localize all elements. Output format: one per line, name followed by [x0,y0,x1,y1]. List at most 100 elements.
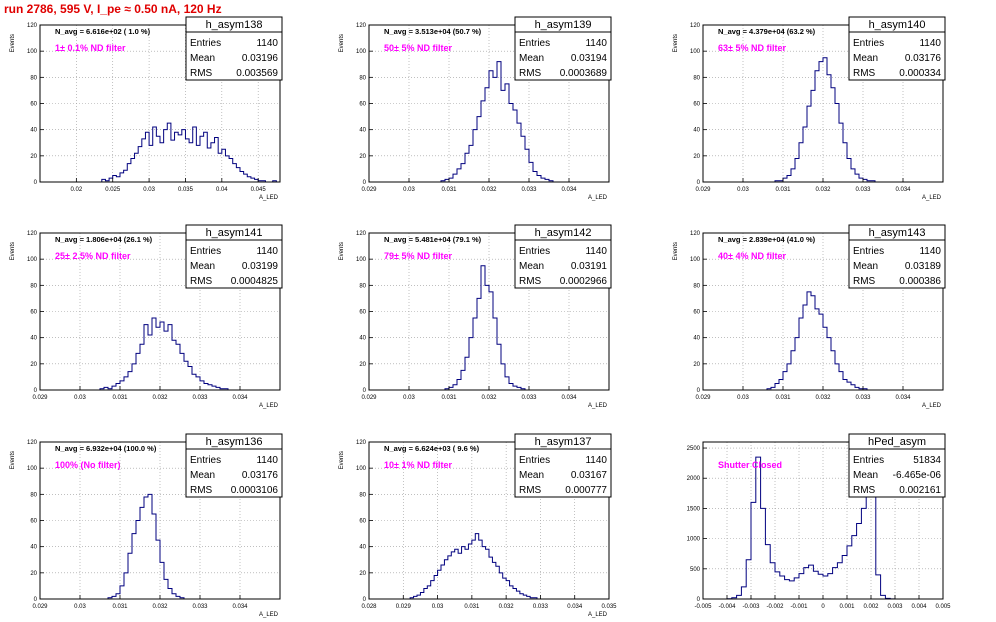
y-tick-label: 100 [690,49,701,55]
stats-body-box [514,448,612,498]
x-tick-label: -0.004 [718,604,736,610]
stats-mean-value: 0.03167 [571,470,608,481]
y-tick-label: 40 [693,336,700,342]
stats-rms-label: RMS [853,485,876,496]
x-tick-label: 0.03 [74,395,86,401]
y-tick-label: 0 [697,388,701,394]
x-tick-label: 0.03 [737,395,749,401]
y-axis-title: Events [339,34,345,52]
stats-mean-label: Mean [853,470,878,481]
stats-title: h_asym138 [206,19,263,31]
stats-rms-label: RMS [190,485,213,496]
x-tick-label: 0.005 [935,604,951,610]
y-tick-label: 120 [356,23,367,29]
y-tick-label: 40 [359,545,366,551]
stats-box: h_asym143 Entries 1140 Mean 0.03189 RMS 0.0003… [848,224,946,289]
x-tick-label: 0.029 [396,604,412,610]
n-avg-label: N_avg = 2.839e+04 (41.0 %) [718,235,816,244]
stats-entries-label: Entries [519,246,550,257]
y-tick-label: 0 [34,388,38,394]
y-axis-title: Events [10,34,16,52]
y-tick-label: 20 [359,362,366,368]
stats-box: hPed_asym Entries 51834 Mean -6.465e-06 RMS 0.… [848,433,946,498]
stats-rms-value: 0.003569 [236,68,278,79]
filter-annotation: 50± 5% ND filter [384,43,452,53]
stats-rms-label: RMS [853,276,876,287]
n-avg-label: N_avg = 6.624e+03 ( 9.6 %) [384,444,480,453]
y-tick-label: 20 [693,362,700,368]
stats-box: h_asym137 Entries 1140 Mean 0.03167 RMS 0.0007… [514,433,612,498]
y-tick-label: 2000 [687,476,701,482]
y-tick-label: 60 [30,310,37,316]
stats-entries-label: Entries [853,38,884,49]
n-avg-label: N_avg = 3.513e+04 (50.7 %) [384,27,482,36]
y-tick-label: 0 [697,180,701,186]
stats-entries-label: Entries [190,38,221,49]
x-tick-label: 0.03 [737,187,749,193]
x-tick-label: 0.03 [403,395,415,401]
y-tick-label: 0 [363,388,367,394]
filter-annotation: 10± 1% ND filter [384,460,452,470]
stats-rms-label: RMS [853,68,876,79]
stats-entries-value: 1140 [585,455,607,466]
y-tick-label: 0 [363,597,367,603]
stats-title: hPed_asym [868,436,926,448]
x-tick-label: 0.032 [481,187,497,193]
x-tick-label: 0.033 [521,187,537,193]
y-tick-label: 80 [359,283,366,289]
y-tick-label: 60 [693,102,700,108]
y-axis-title: Events [10,451,16,469]
y-tick-label: 20 [30,362,37,368]
y-axis-title: Events [339,451,345,469]
x-tick-label: 0.003 [887,604,903,610]
x-tick-label: 0.004 [911,604,927,610]
y-axis-title: Events [673,242,679,260]
y-tick-label: 100 [690,257,701,263]
x-tick-label: 0.032 [499,604,515,610]
n-avg-label: N_avg = 6.616e+02 ( 1.0 %) [55,27,151,36]
x-tick-label: 0.032 [481,395,497,401]
stats-title: h_asym143 [869,227,926,239]
x-tick-label: 0.034 [561,395,577,401]
filter-annotation: 63± 5% ND filter [718,43,786,53]
x-tick-label: 0.002 [863,604,879,610]
y-tick-label: 20 [359,154,366,160]
filter-annotation: 79± 5% ND filter [384,251,452,261]
y-tick-label: 80 [30,492,37,498]
x-tick-label: 0.029 [32,604,48,610]
filter-annotation: 1± 0.1% ND filter [55,43,126,53]
y-tick-label: 120 [690,23,701,29]
stats-mean-label: Mean [190,53,215,64]
stats-rms-label: RMS [190,276,213,287]
y-tick-label: 500 [690,567,701,573]
stats-rms-value: 0.000386 [899,276,941,287]
y-tick-label: 40 [30,336,37,342]
x-tick-label: 0.034 [895,187,911,193]
stats-entries-value: 1140 [256,246,278,257]
n-avg-label: N_avg = 1.806e+04 (26.1 %) [55,235,153,244]
y-tick-label: 100 [356,257,367,263]
y-tick-label: 120 [356,231,367,237]
x-tick-label: 0.034 [895,395,911,401]
y-tick-label: 120 [27,23,38,29]
stats-entries-label: Entries [190,455,221,466]
stats-rms-value: 0.0003106 [231,485,279,496]
x-tick-label: 0.033 [521,395,537,401]
n-avg-label: N_avg = 6.932e+04 (100.0 %) [55,444,157,453]
x-tick-label: 0.031 [112,604,128,610]
y-tick-label: 40 [693,128,700,134]
x-tick-label: 0.034 [561,187,577,193]
stats-mean-label: Mean [853,261,878,272]
stats-entries-value: 1140 [585,246,607,257]
stats-body-box [185,448,283,498]
stats-box: h_asym142 Entries 1140 Mean 0.03191 RMS 0.0002… [514,224,612,289]
y-tick-label: 60 [30,519,37,525]
x-axis-title: A_LED [588,403,608,409]
panel-h_asym140: 0.029 0.03 0.031 0.032 0.033 0.034 0 20 40 60 80 10… [673,16,946,201]
stats-body-box [185,239,283,289]
stats-title: h_asym137 [535,436,592,448]
stats-rms-value: 0.0004825 [231,276,279,287]
x-tick-label: 0.031 [775,187,791,193]
x-tick-label: 0.032 [815,395,831,401]
